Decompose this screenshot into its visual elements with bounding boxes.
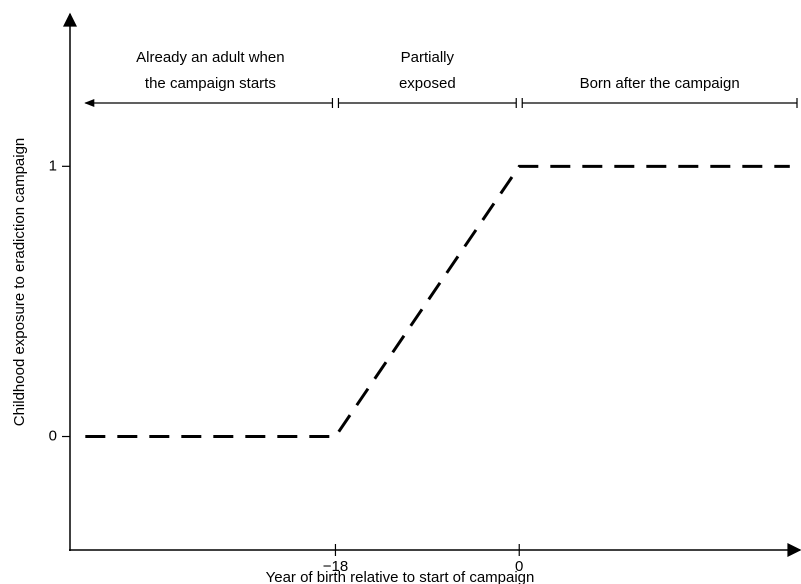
y-axis-label: Childhood exposure to eradiction campaig…	[11, 138, 28, 427]
region-label: Partially	[401, 49, 455, 66]
region-label: Born after the campaign	[580, 75, 740, 92]
y-tick-label: 0	[49, 427, 57, 444]
region-label: Already an adult when	[136, 49, 284, 66]
region-label: the campaign starts	[145, 75, 276, 92]
line-series	[85, 164, 790, 439]
x-axis-label: Year of birth relative to start of campa…	[266, 569, 535, 584]
x-tick-label: −18	[323, 558, 348, 575]
x-tick-label: 0	[515, 558, 523, 575]
y-tick-label: 1	[49, 157, 57, 174]
region-label: exposed	[399, 75, 456, 92]
